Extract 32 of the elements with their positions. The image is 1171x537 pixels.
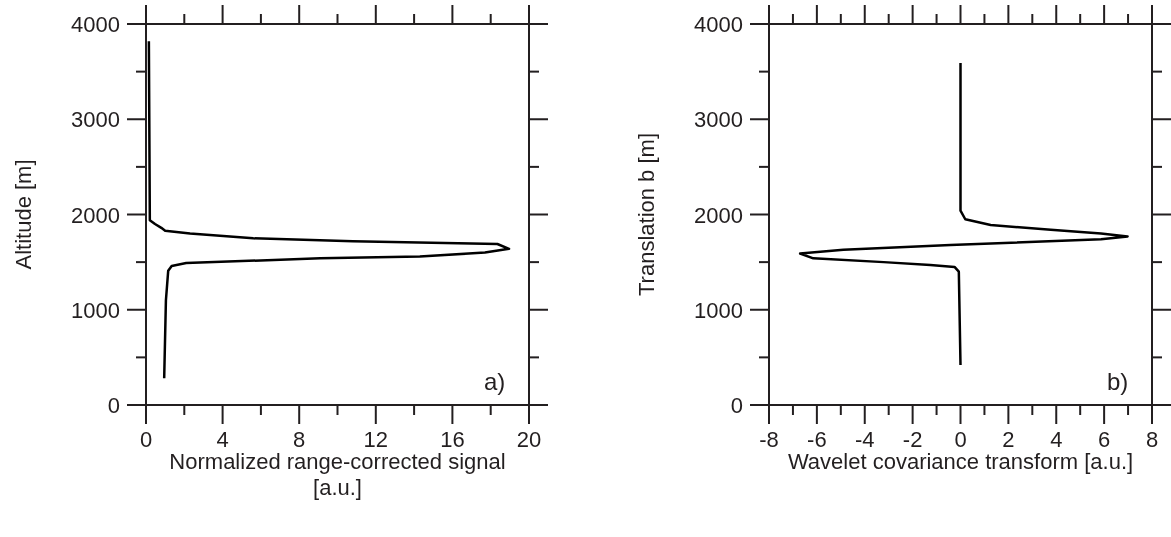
x-tick-label: -2	[902, 427, 923, 452]
y-tick-label: 3000	[71, 107, 120, 133]
annotation: b)	[1107, 368, 1129, 396]
line-series	[798, 61, 1129, 367]
x-tick-label: 8	[293, 427, 306, 452]
x-tick-label: 0	[139, 427, 153, 452]
y-tick-label: 2000	[694, 202, 743, 228]
y-tick-label: 1000	[71, 297, 120, 323]
x-tick-label: 12	[363, 427, 389, 452]
y-tick-label: 0	[107, 393, 120, 418]
x-tick-label: 8	[1145, 427, 1159, 452]
x-tick-label: -4	[854, 427, 875, 452]
y-tick-label: 1000	[694, 297, 743, 323]
y-tick-label: 4000	[694, 12, 743, 37]
x-tick-label: 6	[1098, 427, 1111, 452]
x-tick-label: 16	[440, 427, 465, 452]
x-axis-title: Normalized range-corrected signal [a.u.]	[168, 449, 507, 501]
x-tick-label: 20	[516, 427, 542, 452]
x-axis-title: Wavelet covariance transform [a.u.]	[786, 449, 1135, 475]
y-axis-title: Translation b [m]	[634, 132, 659, 297]
x-tick-label: 4	[216, 427, 229, 452]
x-tick-label: -6	[807, 427, 827, 452]
x-tick-label: 4	[1050, 427, 1063, 452]
x-tick-label: 0	[954, 427, 967, 452]
y-axis-title: Altitude [m]	[11, 159, 36, 270]
y-tick-label: 4000	[71, 12, 120, 37]
y-tick-label: 3000	[694, 107, 743, 133]
x-tick-label: 2	[1002, 427, 1015, 452]
x-tick-label: -8	[759, 427, 779, 452]
y-tick-label: 2000	[71, 202, 120, 228]
annotation: a)	[484, 368, 506, 396]
y-tick-label: 0	[730, 393, 743, 418]
